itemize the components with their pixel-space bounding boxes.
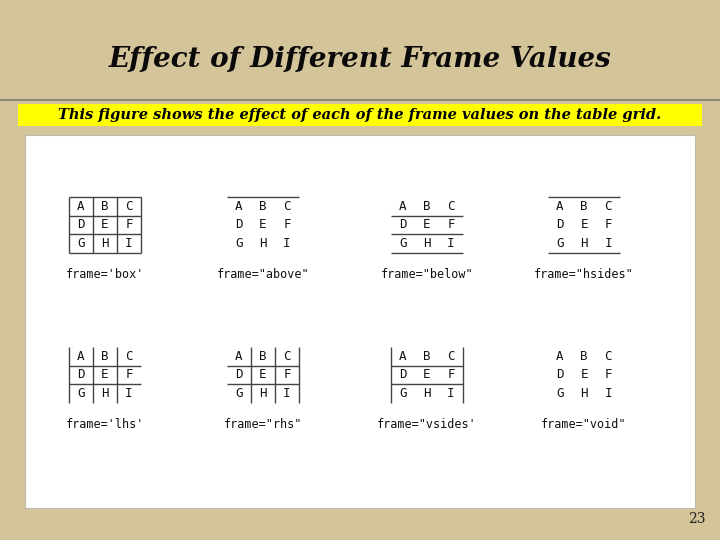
- Text: D: D: [557, 368, 564, 381]
- Text: A: A: [557, 200, 564, 213]
- Text: B: B: [423, 350, 431, 363]
- Text: H: H: [580, 387, 588, 400]
- Text: A: A: [235, 350, 243, 363]
- Text: C: C: [283, 200, 291, 213]
- Text: F: F: [125, 368, 132, 381]
- Text: frame="void": frame="void": [541, 418, 626, 431]
- Text: F: F: [604, 368, 612, 381]
- Text: C: C: [125, 200, 132, 213]
- Text: I: I: [125, 387, 132, 400]
- Text: B: B: [580, 350, 588, 363]
- Text: E: E: [259, 368, 266, 381]
- Text: G: G: [235, 237, 243, 250]
- Bar: [18, 104, 702, 126]
- Text: F: F: [604, 219, 612, 232]
- Text: D: D: [557, 219, 564, 232]
- Text: E: E: [580, 219, 588, 232]
- Text: H: H: [580, 237, 588, 250]
- Text: B: B: [423, 200, 431, 213]
- Text: C: C: [604, 200, 612, 213]
- Text: G: G: [77, 387, 85, 400]
- Text: I: I: [125, 237, 132, 250]
- Text: frame='lhs': frame='lhs': [66, 418, 144, 431]
- Text: B: B: [259, 350, 266, 363]
- Text: frame="below": frame="below": [381, 268, 473, 281]
- Text: F: F: [447, 368, 455, 381]
- Text: D: D: [235, 219, 243, 232]
- Text: Effect of Different Frame Values: Effect of Different Frame Values: [109, 46, 611, 73]
- Text: E: E: [423, 368, 431, 381]
- Text: H: H: [259, 387, 266, 400]
- Text: A: A: [400, 350, 407, 363]
- Text: I: I: [604, 237, 612, 250]
- Text: H: H: [423, 387, 431, 400]
- Text: D: D: [235, 368, 243, 381]
- Text: H: H: [259, 237, 266, 250]
- Text: G: G: [557, 387, 564, 400]
- Text: D: D: [400, 219, 407, 232]
- Text: I: I: [604, 387, 612, 400]
- Text: A: A: [400, 200, 407, 213]
- Text: G: G: [77, 237, 85, 250]
- Text: C: C: [125, 350, 132, 363]
- Text: H: H: [102, 237, 109, 250]
- Text: E: E: [102, 219, 109, 232]
- Text: D: D: [400, 368, 407, 381]
- Text: B: B: [259, 200, 266, 213]
- Text: A: A: [235, 200, 243, 213]
- Text: I: I: [283, 237, 291, 250]
- Text: F: F: [125, 219, 132, 232]
- Text: D: D: [77, 219, 85, 232]
- Text: A: A: [77, 200, 85, 213]
- Text: E: E: [580, 368, 588, 381]
- Text: C: C: [283, 350, 291, 363]
- Text: D: D: [77, 368, 85, 381]
- Text: frame="vsides': frame="vsides': [377, 418, 477, 431]
- Text: frame='box': frame='box': [66, 268, 144, 281]
- Text: C: C: [604, 350, 612, 363]
- Text: frame="hsides": frame="hsides": [534, 268, 634, 281]
- Text: frame="rhs": frame="rhs": [224, 418, 302, 431]
- Text: F: F: [447, 219, 455, 232]
- Text: E: E: [102, 368, 109, 381]
- Text: B: B: [580, 200, 588, 213]
- Text: A: A: [77, 350, 85, 363]
- Text: G: G: [400, 237, 407, 250]
- Text: G: G: [557, 237, 564, 250]
- Text: frame="above": frame="above": [217, 268, 310, 281]
- Text: H: H: [423, 237, 431, 250]
- Text: E: E: [259, 219, 266, 232]
- Text: H: H: [102, 387, 109, 400]
- Text: G: G: [235, 387, 243, 400]
- Text: B: B: [102, 350, 109, 363]
- Text: C: C: [447, 200, 455, 213]
- Text: I: I: [283, 387, 291, 400]
- Text: B: B: [102, 200, 109, 213]
- Text: F: F: [283, 368, 291, 381]
- Text: I: I: [447, 237, 455, 250]
- Text: C: C: [447, 350, 455, 363]
- Text: I: I: [447, 387, 455, 400]
- Text: 23: 23: [688, 512, 706, 526]
- Text: A: A: [557, 350, 564, 363]
- Text: G: G: [400, 387, 407, 400]
- Text: F: F: [283, 219, 291, 232]
- Text: E: E: [423, 219, 431, 232]
- Bar: [25, 135, 695, 508]
- Text: This figure shows the effect of each of the frame values on the table grid.: This figure shows the effect of each of …: [58, 108, 662, 122]
